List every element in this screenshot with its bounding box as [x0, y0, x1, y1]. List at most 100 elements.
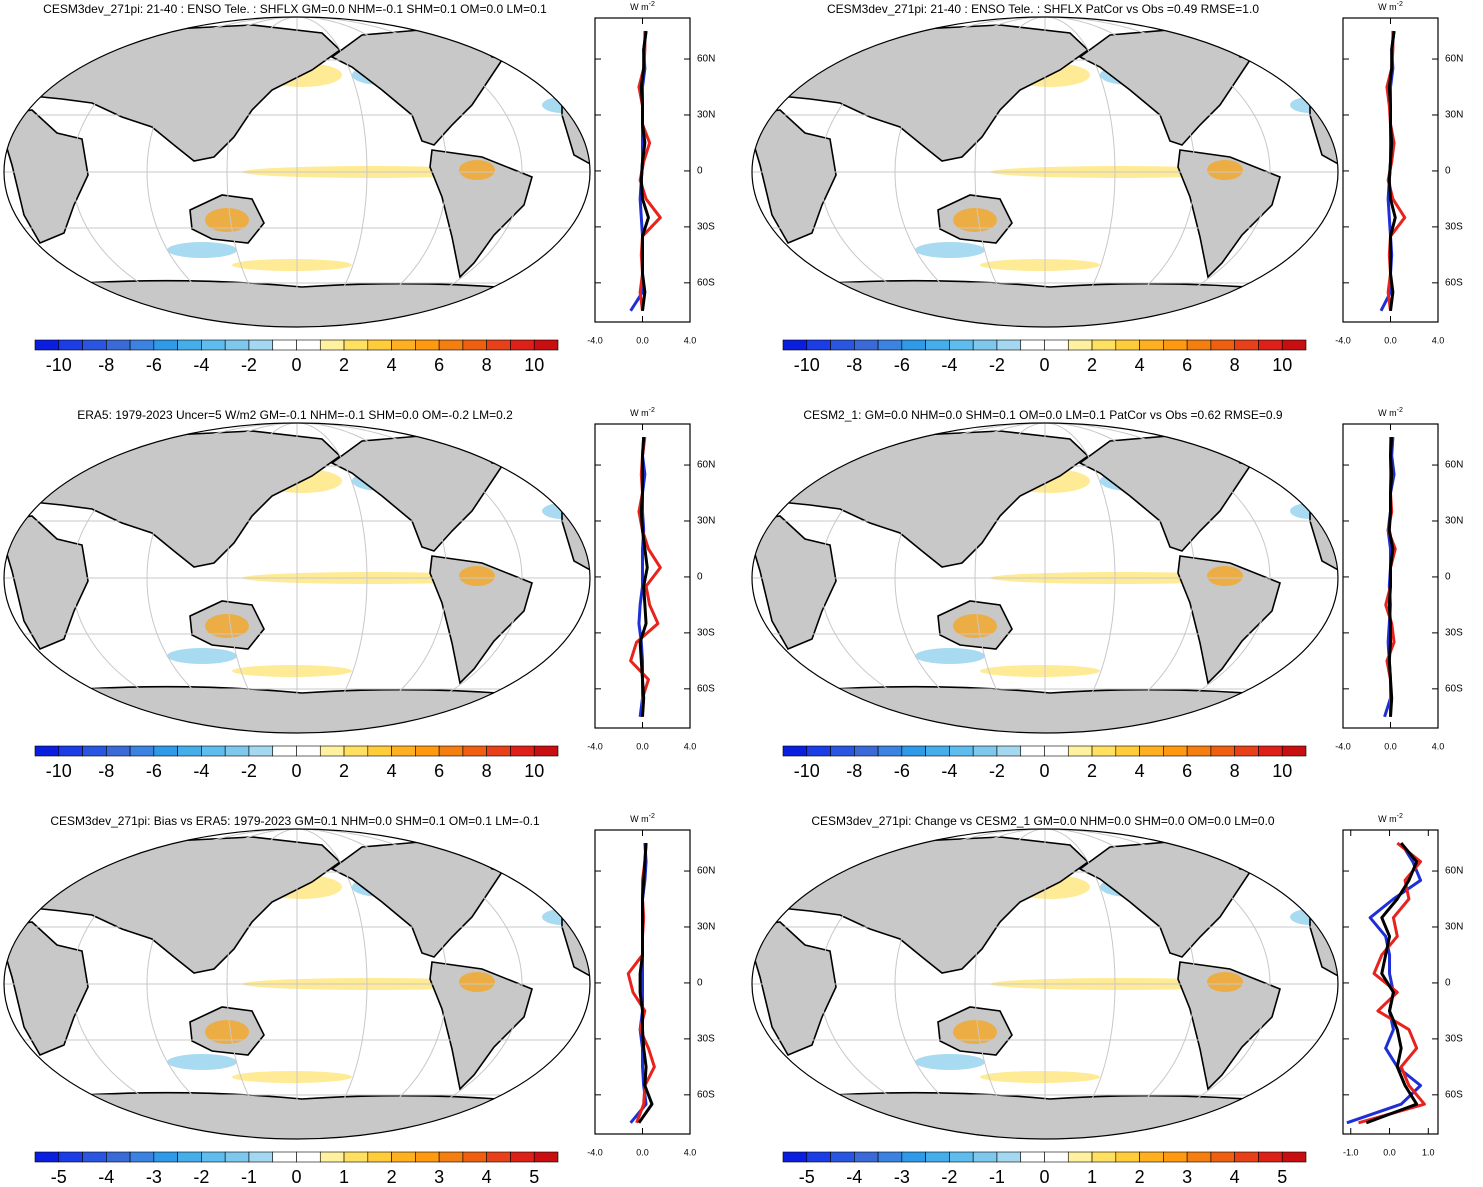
colorbar-box: [806, 339, 831, 351]
y-tick-label: 30S: [697, 628, 715, 639]
colorbar-box: [996, 339, 1022, 351]
y-tick-label: 30S: [1445, 222, 1463, 233]
colorbar-box: [129, 1151, 155, 1163]
colorbar-box: [224, 339, 250, 351]
y-tick-label: 60N: [697, 54, 715, 65]
colorbar-label: 3: [1182, 1167, 1192, 1187]
zonal-line: [1358, 841, 1426, 1125]
y-tick-label: 60N: [1445, 866, 1463, 877]
colorbar-label: -6: [146, 355, 162, 375]
colorbar-label: 0: [291, 355, 301, 375]
zonal-unit: W m-2: [630, 407, 655, 419]
colorbar-box: [1091, 339, 1117, 351]
colorbar-box: [486, 1151, 511, 1163]
colorbar-box: [877, 1151, 903, 1163]
colorbar-box: [391, 339, 416, 351]
colorbar-box: [1044, 745, 1069, 757]
colorbar-box: [224, 1151, 250, 1163]
colorbar-label: -10: [794, 761, 820, 781]
unit-exponent: -2: [649, 407, 655, 414]
y-tick-label: 60N: [1445, 460, 1463, 471]
unit-exponent: -2: [649, 813, 655, 820]
x-tick-label: 0.0: [636, 1147, 649, 1157]
x-tick-label: 4.0: [684, 741, 697, 751]
colorbar-box: [972, 1151, 998, 1163]
colorbar-box: [1044, 1151, 1069, 1163]
colorbar-label: 4: [387, 761, 397, 781]
colorbar-box: [201, 745, 226, 757]
colorbar-label: 4: [1135, 761, 1145, 781]
colorbar-box: [343, 1151, 369, 1163]
colorbar-box: [129, 339, 155, 351]
x-tick-label: 1.0: [1422, 1147, 1435, 1157]
x-tick-label: 4.0: [1432, 741, 1445, 751]
y-tick-label: 60N: [1445, 54, 1463, 65]
colorbar-label: 1: [1087, 1167, 1097, 1187]
colorbar-label: 5: [1277, 1167, 1287, 1187]
colorbar-box: [1163, 745, 1188, 757]
colorbar-box: [415, 339, 440, 351]
colorbar-box: [806, 1151, 831, 1163]
y-tick-label: 0: [1445, 978, 1451, 989]
colorbar-box: [1281, 339, 1307, 351]
colorbar-label: 0: [1039, 355, 1049, 375]
colorbar-box: [106, 339, 131, 351]
colorbar-box: [1258, 745, 1283, 757]
zonal-line: [637, 842, 654, 1124]
x-tick-label: 0.0: [1384, 741, 1397, 751]
unit-exponent: -2: [1397, 1, 1403, 8]
zonal-unit: W m-2: [630, 813, 655, 825]
colorbar-box: [319, 339, 345, 351]
colorbar-label: 2: [387, 1167, 397, 1187]
colorbar-box: [248, 1151, 274, 1163]
x-tick-label: 0.0: [636, 741, 649, 751]
colorbar-box: [782, 745, 808, 757]
colorbar-label: 6: [1182, 355, 1192, 375]
colorbar-box: [830, 1151, 855, 1163]
colorbar-label: -8: [98, 761, 114, 781]
colorbar-box: [1020, 1151, 1045, 1163]
colorbar-box: [1044, 339, 1069, 351]
colorbar-box: [1234, 1151, 1259, 1163]
zonal-line: [1387, 30, 1397, 311]
colorbar-box: [272, 745, 297, 757]
colorbar-box: [996, 745, 1022, 757]
colorbar-label: 0: [291, 761, 301, 781]
colorbar-box: [462, 339, 487, 351]
colorbar-box: [949, 745, 974, 757]
colorbar-label: -8: [846, 355, 862, 375]
colorbar-box: [367, 745, 392, 757]
zonal-unit: W m-2: [630, 1, 655, 13]
map: [0, 15, 592, 335]
colorbar-box: [533, 339, 559, 351]
x-tick-label: -1.0: [1343, 1147, 1359, 1157]
panel-title: CESM3dev_271pi: Bias vs ERA5: 1979-2023 …: [50, 814, 540, 828]
colorbar-label: 2: [1135, 1167, 1145, 1187]
colorbar-label: 6: [1182, 761, 1192, 781]
unit-exponent: -2: [1397, 407, 1403, 414]
colorbar-label: 10: [1272, 761, 1292, 781]
y-tick-label: 30N: [697, 516, 715, 527]
y-tick-label: 30N: [1445, 922, 1463, 933]
colorbar-label: 4: [482, 1167, 492, 1187]
colorbar-box: [1258, 339, 1283, 351]
colorbar-label: 2: [1087, 761, 1097, 781]
colorbar-box: [438, 339, 464, 351]
colorbar-label: -6: [146, 761, 162, 781]
zonal-unit: W m-2: [1378, 813, 1403, 825]
colorbar-box: [296, 339, 321, 351]
colorbar-label: 6: [434, 761, 444, 781]
colorbar-box: [34, 1151, 60, 1163]
colorbar-label: -10: [46, 355, 72, 375]
y-tick-label: 60S: [697, 277, 715, 288]
colorbar-box: [177, 339, 202, 351]
colorbar-box: [153, 1151, 178, 1163]
colorbar-box: [153, 339, 178, 351]
colorbar-box: [1020, 339, 1045, 351]
colorbar-box: [901, 1151, 926, 1163]
colorbar-box: [901, 745, 926, 757]
colorbar-label: -5: [51, 1167, 67, 1187]
colorbar-label: 10: [524, 355, 544, 375]
colorbar-box: [949, 1151, 974, 1163]
colorbar-box: [925, 1151, 950, 1163]
